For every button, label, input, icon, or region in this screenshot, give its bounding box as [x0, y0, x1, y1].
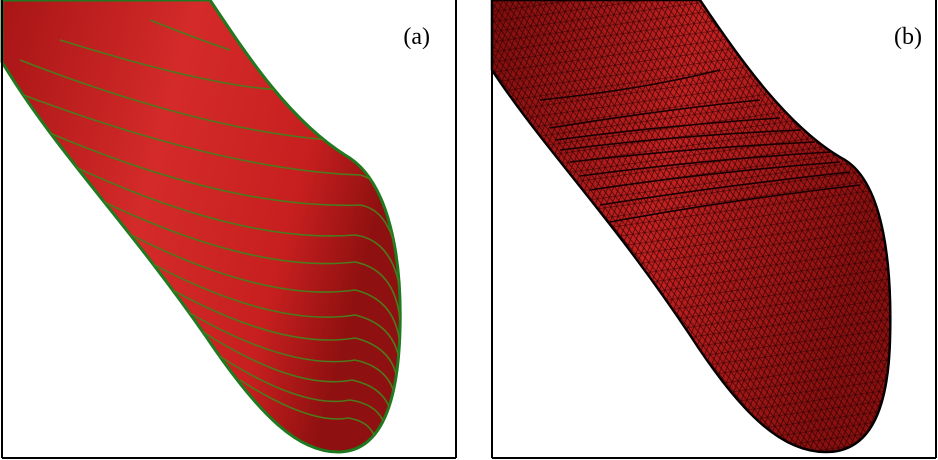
mesh [492, 0, 892, 460]
figure: (a) (b) [0, 0, 938, 460]
panel-a: (a) [2, 0, 456, 458]
panel-label: (a) [403, 24, 430, 50]
page: (a) (b) (() => { const data = JSON.parse… [0, 0, 938, 460]
panel-label: (b) [894, 24, 922, 50]
panel-b: (b) [492, 0, 936, 460]
surface [2, 0, 400, 452]
